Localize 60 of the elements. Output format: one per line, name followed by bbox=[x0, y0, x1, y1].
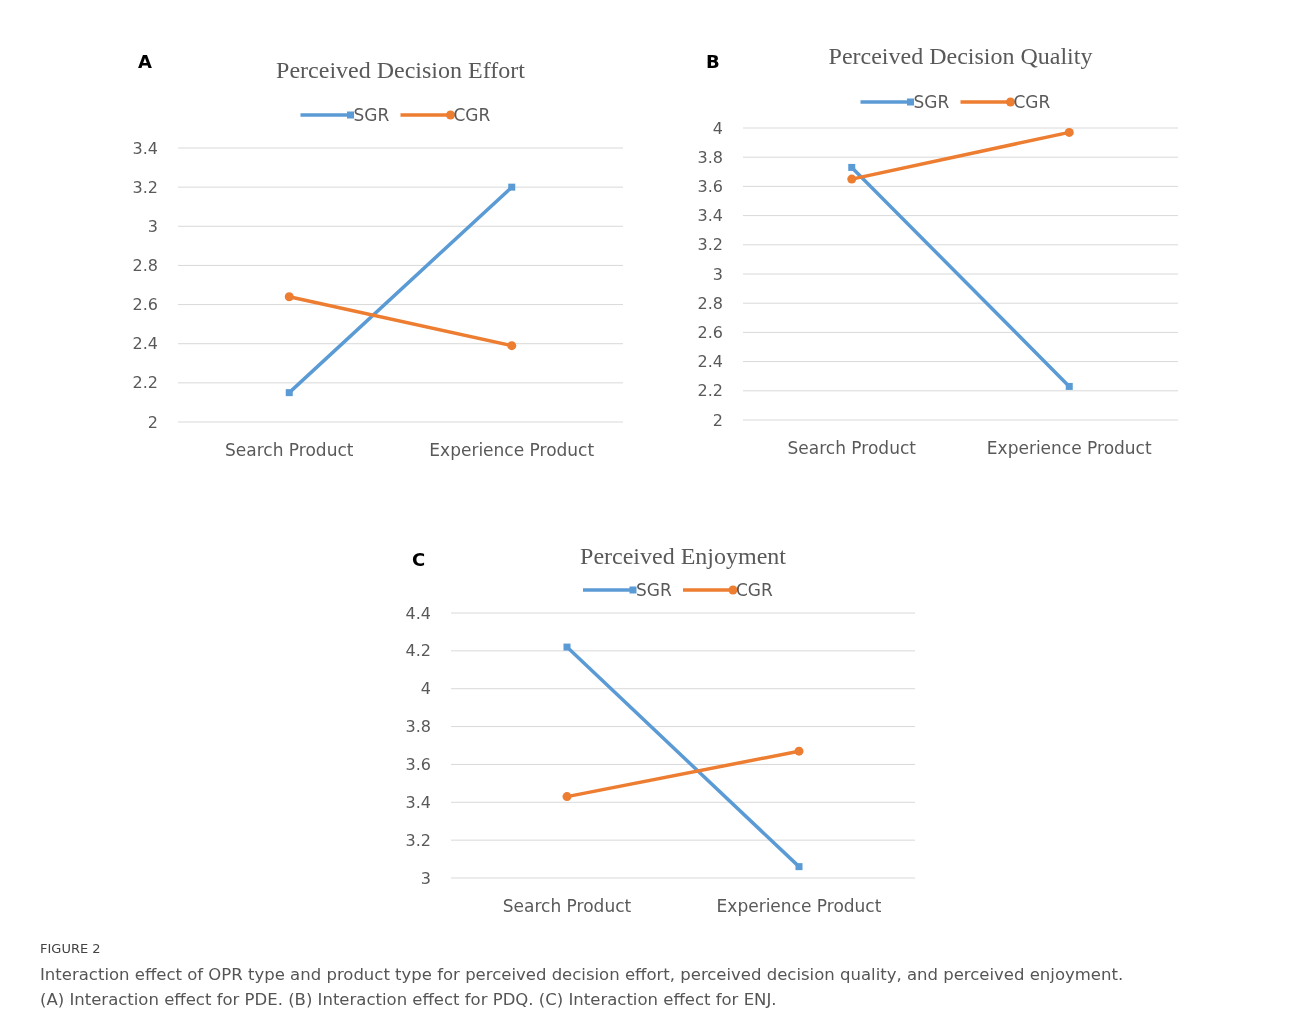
point bbox=[508, 183, 516, 191]
y-tick-label: 3.2 bbox=[132, 177, 158, 197]
y-tick-label: 3.2 bbox=[405, 830, 431, 850]
text: (A) Interaction effect for PDE. (B) Interaction effect for PDQ. (C) Interaction effect for ENJ. bbox=[40, 990, 777, 1009]
x-tick-label: Experience Product bbox=[986, 438, 1152, 458]
y-tick-label: 3 bbox=[712, 264, 723, 284]
y-tick-label: 3.4 bbox=[405, 792, 431, 812]
y-tick-label: 3 bbox=[147, 216, 158, 236]
y-tick-label: 2.2 bbox=[132, 373, 158, 393]
y-tick-label: 3.8 bbox=[697, 147, 723, 167]
y-tick-label: 3 bbox=[420, 868, 431, 888]
y-tick-label: 2.8 bbox=[132, 256, 158, 276]
y-tick-label: 2 bbox=[712, 410, 723, 430]
y-tick-label: 4.4 bbox=[405, 603, 431, 623]
point bbox=[562, 792, 572, 802]
y-tick-label: 2.6 bbox=[132, 295, 158, 315]
chart-title: Perceived Enjoyment bbox=[580, 543, 787, 569]
point bbox=[284, 292, 294, 302]
point bbox=[847, 174, 857, 184]
x-tick-label: Search Product bbox=[225, 440, 354, 460]
x-tick-label: Search Product bbox=[502, 896, 632, 916]
legend-label: CGR bbox=[453, 104, 491, 125]
y-tick-label: 2.2 bbox=[697, 381, 723, 401]
point bbox=[1065, 382, 1073, 390]
text: Interaction effect of OPR type and product type for perceived decision effort, perceived decision quality, and perceived enjoyment. bbox=[40, 965, 1124, 984]
legend-label: CGR bbox=[1013, 91, 1051, 112]
y-tick-label: 3.4 bbox=[697, 206, 723, 226]
point bbox=[563, 643, 571, 651]
y-tick-label: 2 bbox=[147, 412, 158, 432]
y-tick-label: 3.8 bbox=[405, 717, 431, 737]
x-tick-label: Experience Product bbox=[716, 896, 882, 916]
y-tick-label: 2.6 bbox=[697, 323, 723, 342]
y-tick-label: 3.2 bbox=[697, 235, 723, 255]
legend-label: SGR bbox=[353, 104, 390, 125]
y-tick-label: 3.6 bbox=[405, 755, 431, 775]
y-tick-label: 4 bbox=[712, 118, 723, 138]
chart-title: Perceived Decision Effort bbox=[276, 57, 526, 83]
legend-label: SGR bbox=[636, 579, 672, 600]
legend-label: CGR bbox=[736, 579, 774, 600]
point bbox=[794, 746, 804, 756]
legend-label: SGR bbox=[913, 91, 950, 112]
y-tick-label: 4.2 bbox=[405, 641, 431, 661]
y-tick-label: 4 bbox=[420, 679, 431, 699]
chart-title: Perceived Decision Quality bbox=[828, 43, 1093, 69]
caption: FIGURE 2 bbox=[40, 941, 101, 956]
point bbox=[795, 863, 803, 871]
point bbox=[285, 389, 293, 397]
y-tick-label: 2.8 bbox=[697, 293, 723, 313]
point bbox=[507, 341, 517, 351]
text: A bbox=[138, 51, 152, 72]
point bbox=[848, 163, 856, 171]
y-tick-label: 3.6 bbox=[697, 177, 723, 196]
text: B bbox=[706, 51, 720, 72]
x-tick-label: Search Product bbox=[787, 438, 917, 458]
y-tick-label: 2.4 bbox=[697, 352, 723, 372]
y-tick-label: 3.4 bbox=[132, 138, 158, 158]
y-tick-label: 2.4 bbox=[132, 334, 158, 354]
text: C bbox=[412, 549, 426, 570]
x-tick-label: Experience Product bbox=[429, 440, 595, 460]
point bbox=[1064, 127, 1074, 137]
